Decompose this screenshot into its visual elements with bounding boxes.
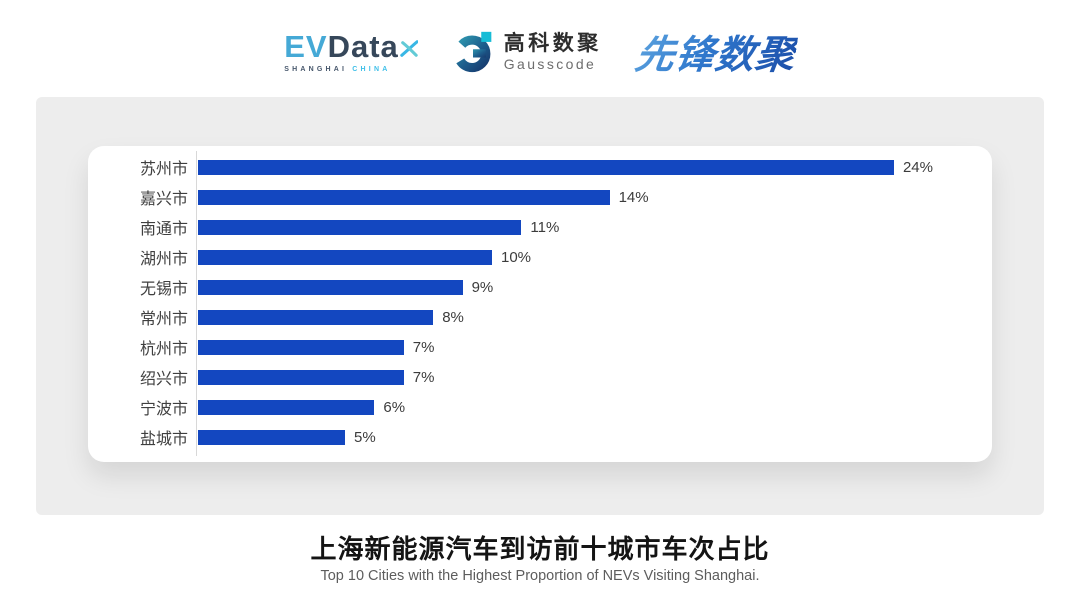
bar-category-label: 苏州市: [139, 161, 188, 178]
bar: [198, 159, 894, 175]
evdata-subtext: SHANGHAI CHINA: [284, 66, 417, 73]
bar: [198, 279, 463, 295]
bar-track: 11%: [198, 219, 933, 236]
bar-category-label: 常州市: [139, 311, 188, 328]
bar-value-label: 10%: [501, 248, 532, 266]
evdata-ev-text: EV: [284, 29, 328, 64]
gausscode-logo: 高科数聚 Gausscode: [451, 30, 602, 74]
bar-category-label: 南通市: [139, 221, 188, 238]
bar-value-label: 7%: [412, 338, 435, 356]
bar-value-label: 8%: [442, 308, 464, 326]
bar: [198, 339, 404, 355]
chart-row: 盐城市 5%: [88, 422, 992, 452]
bar-value-label: 7%: [412, 368, 435, 386]
chart-rows: 苏州市 24% 嘉兴市 14% 南通市 11% 湖州市 10% 无锡市 9% 常州市 8% 杭州市 7% 绍…: [88, 152, 992, 452]
bar-value-label: 14%: [618, 188, 649, 206]
bar-category-label: 盐城市: [139, 431, 188, 448]
y-axis-line: [196, 151, 197, 456]
bar: [198, 369, 404, 385]
evdata-logo: EV Data SHANGHAI CHINA: [284, 29, 419, 73]
chart-row: 南通市 11%: [88, 212, 992, 242]
evdata-wordmark: EV Data: [284, 29, 419, 64]
pinwheel-x-icon: [400, 32, 419, 57]
header-logos: EV Data SHANGHAI CHINA: [0, 20, 1080, 84]
gausscode-cn-text: 高科数聚: [503, 31, 602, 55]
bar: [198, 309, 434, 325]
bar-track: 24%: [198, 159, 933, 176]
bar-category-label: 绍兴市: [139, 371, 188, 388]
xianfeng-shuju-logo: 先锋数聚: [632, 24, 800, 80]
bar-chart: 苏州市 24% 嘉兴市 14% 南通市 11% 湖州市 10% 无锡市 9% 常州市 8% 杭州市 7% 绍…: [88, 146, 992, 462]
bar-category-label: 湖州市: [139, 251, 188, 268]
bar: [198, 219, 522, 235]
gausscode-g-icon: [451, 30, 495, 74]
bar-track: 9%: [198, 279, 933, 296]
chart-row: 无锡市 9%: [88, 272, 992, 302]
chart-row: 湖州市 10%: [88, 242, 992, 272]
bar-track: 7%: [198, 369, 933, 386]
bar-category-label: 宁波市: [139, 401, 188, 418]
bar-category-label: 杭州市: [139, 341, 188, 358]
bar-category-label: 无锡市: [139, 281, 188, 298]
bar-track: 7%: [198, 339, 933, 356]
bar-track: 6%: [198, 399, 933, 416]
bar-value-label: 11%: [530, 218, 560, 236]
bar-value-label: 6%: [383, 398, 406, 416]
gausscode-en-text: Gausscode: [503, 55, 597, 72]
evdata-china-text: CHINA: [352, 66, 391, 73]
bar-value-label: 5%: [354, 428, 376, 446]
evdata-shanghai-text: SHANGHAI: [284, 66, 348, 73]
bar: [198, 429, 345, 445]
bar: [198, 189, 610, 205]
chart-title: 上海新能源汽车到访前十城市车次占比: [310, 534, 770, 564]
bar-category-label: 嘉兴市: [139, 191, 188, 208]
chart-row: 杭州市 7%: [88, 332, 992, 362]
chart-row: 苏州市 24%: [88, 152, 992, 182]
chart-row: 嘉兴市 14%: [88, 182, 992, 212]
chart-row: 宁波市 6%: [88, 392, 992, 422]
evdata-data-text: Data: [327, 29, 399, 64]
bar-track: 8%: [198, 309, 933, 326]
chart-subtitle: Top 10 Cities with the Highest Proportio…: [320, 568, 760, 584]
chart-row: 常州市 8%: [88, 302, 992, 332]
bar-track: 10%: [198, 249, 933, 266]
chart-card: 苏州市 24% 嘉兴市 14% 南通市 11% 湖州市 10% 无锡市 9% 常州市 8% 杭州市 7% 绍…: [88, 146, 992, 462]
bar-value-label: 9%: [471, 278, 494, 296]
bar: [198, 399, 375, 415]
bar-track: 5%: [198, 429, 933, 446]
bar-value-label: 24%: [902, 158, 933, 176]
bar: [198, 249, 492, 265]
gausscode-text: 高科数聚 Gausscode: [503, 31, 602, 72]
chart-row: 绍兴市 7%: [88, 362, 992, 392]
bar-track: 14%: [198, 189, 933, 206]
